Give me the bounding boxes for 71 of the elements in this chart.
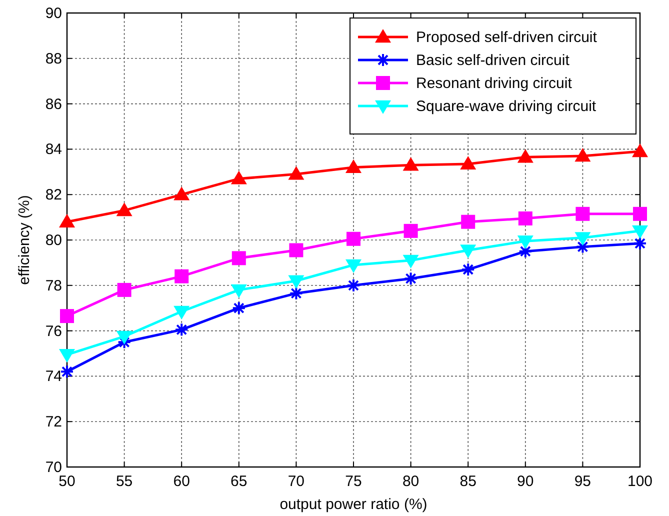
y-tick-label: 74 <box>45 368 62 386</box>
point <box>404 224 418 238</box>
point <box>346 259 362 273</box>
point <box>59 214 75 228</box>
point <box>288 275 304 289</box>
legend-label: Resonant driving circuit <box>416 75 573 92</box>
y-tick-label: 70 <box>45 459 62 476</box>
point <box>633 206 647 221</box>
x-tick-label: 100 <box>627 473 653 490</box>
point <box>460 156 476 170</box>
point <box>574 232 591 246</box>
point <box>517 149 534 163</box>
point <box>460 244 476 258</box>
point <box>174 269 189 284</box>
point <box>346 278 360 292</box>
point <box>517 236 534 250</box>
point <box>174 322 189 337</box>
y-tick-label: 76 <box>45 322 62 340</box>
y-tick-label: 84 <box>45 141 62 158</box>
point <box>574 148 591 162</box>
point <box>230 170 247 184</box>
point <box>288 166 304 180</box>
point <box>346 232 360 246</box>
point <box>116 202 132 216</box>
x-tick-label: 60 <box>173 473 190 490</box>
point <box>402 157 419 171</box>
point <box>117 282 132 297</box>
x-tick-label: 70 <box>288 473 305 490</box>
x-tick-label: 55 <box>116 473 133 490</box>
y-axis-title: efficiency (%) <box>16 195 33 285</box>
point <box>461 262 476 277</box>
x-tick-label: 95 <box>574 473 592 490</box>
point <box>232 251 246 266</box>
x-tick-label: 85 <box>460 473 476 490</box>
point <box>116 330 132 344</box>
point <box>518 244 532 258</box>
x-tick-label: 65 <box>230 473 248 490</box>
legend-label: Proposed self-driven circuit <box>416 29 598 46</box>
x-tick-label: 75 <box>345 473 362 490</box>
y-tick-label: 86 <box>45 96 62 113</box>
x-axis-title: output power ratio (%) <box>280 496 428 513</box>
legend-label: Basic self-driven circuit <box>416 52 570 69</box>
point <box>289 243 304 258</box>
point <box>461 214 476 229</box>
point <box>576 240 590 254</box>
y-tick-label: 88 <box>45 50 62 68</box>
point <box>404 272 418 286</box>
x-tick-label: 80 <box>402 473 420 490</box>
point <box>402 254 419 268</box>
y-tick-label: 90 <box>45 5 62 22</box>
point <box>346 159 362 173</box>
point <box>633 236 647 250</box>
y-tick-label: 72 <box>45 414 62 431</box>
y-tick-label: 82 <box>45 186 62 204</box>
point <box>60 309 74 324</box>
point <box>174 306 190 320</box>
point <box>518 211 532 226</box>
point <box>230 284 247 298</box>
point <box>632 143 648 158</box>
point <box>174 186 190 200</box>
point <box>59 349 75 363</box>
point <box>60 364 74 379</box>
y-tick-label: 78 <box>45 277 62 294</box>
legend-label: Square-wave driving circuit <box>416 98 597 115</box>
point <box>632 225 648 239</box>
point <box>576 206 590 221</box>
point <box>289 286 304 300</box>
x-tick-label: 50 <box>58 473 76 490</box>
y-tick-label: 80 <box>45 232 62 249</box>
x-tick-label: 90 <box>517 473 534 490</box>
point <box>232 301 246 316</box>
